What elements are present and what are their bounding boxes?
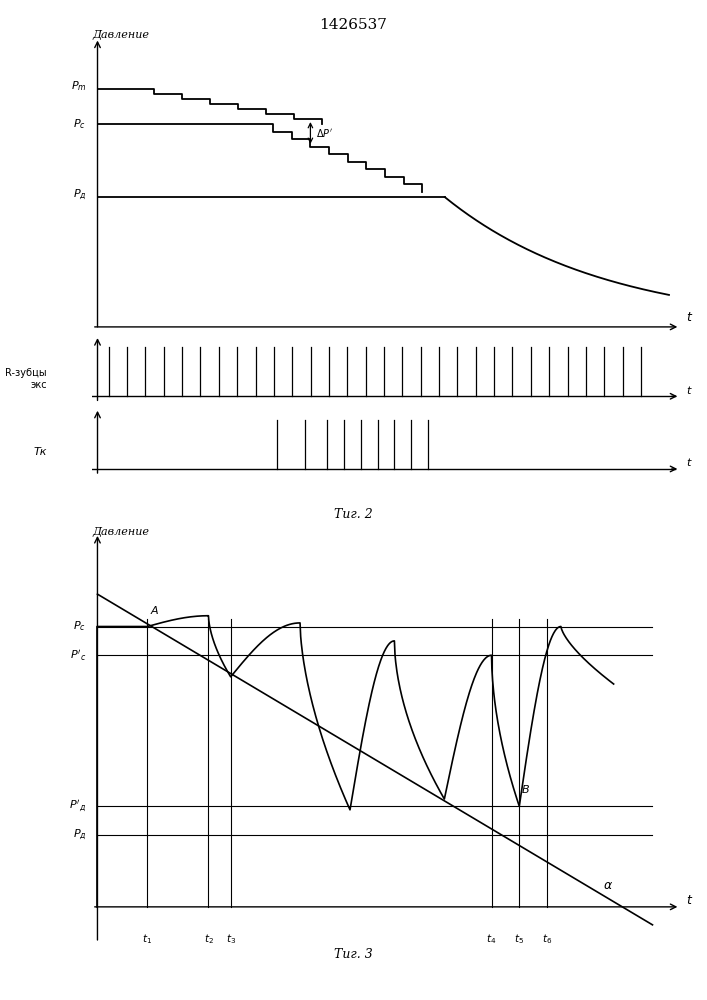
Text: B: B [522,785,530,795]
Text: Тк: Тк [34,447,47,457]
Text: Τиг. 3: Τиг. 3 [334,948,373,961]
Text: $P'_c$: $P'_c$ [70,648,86,663]
Text: $P_д$: $P_д$ [73,187,86,202]
Text: Τиг. 2: Τиг. 2 [334,508,373,521]
Text: $P'_д$: $P'_д$ [69,798,86,814]
Text: $\alpha$: $\alpha$ [602,879,612,892]
Text: $t_6$: $t_6$ [542,932,552,946]
Text: $P_c$: $P_c$ [74,620,86,633]
Text: $t_3$: $t_3$ [226,932,235,946]
Text: Давление: Давление [92,527,149,537]
Text: t: t [686,894,691,907]
Text: $P_д$: $P_д$ [73,828,86,842]
Text: $\Delta P'$: $\Delta P'$ [316,127,333,139]
Text: $P_c$: $P_c$ [74,117,86,131]
Text: R-зубцы
экс: R-зубцы экс [6,368,47,390]
Text: $t_2$: $t_2$ [204,932,214,946]
Text: A: A [150,606,158,616]
Text: $t_1$: $t_1$ [142,932,153,946]
Text: $t_5$: $t_5$ [514,932,525,946]
Text: Давление: Давление [92,30,149,40]
Text: t: t [686,458,690,468]
Text: $t_4$: $t_4$ [486,932,496,946]
Text: t: t [686,386,690,396]
Text: 1426537: 1426537 [320,18,387,32]
Text: t: t [686,311,691,324]
Text: $P_m$: $P_m$ [71,79,86,93]
